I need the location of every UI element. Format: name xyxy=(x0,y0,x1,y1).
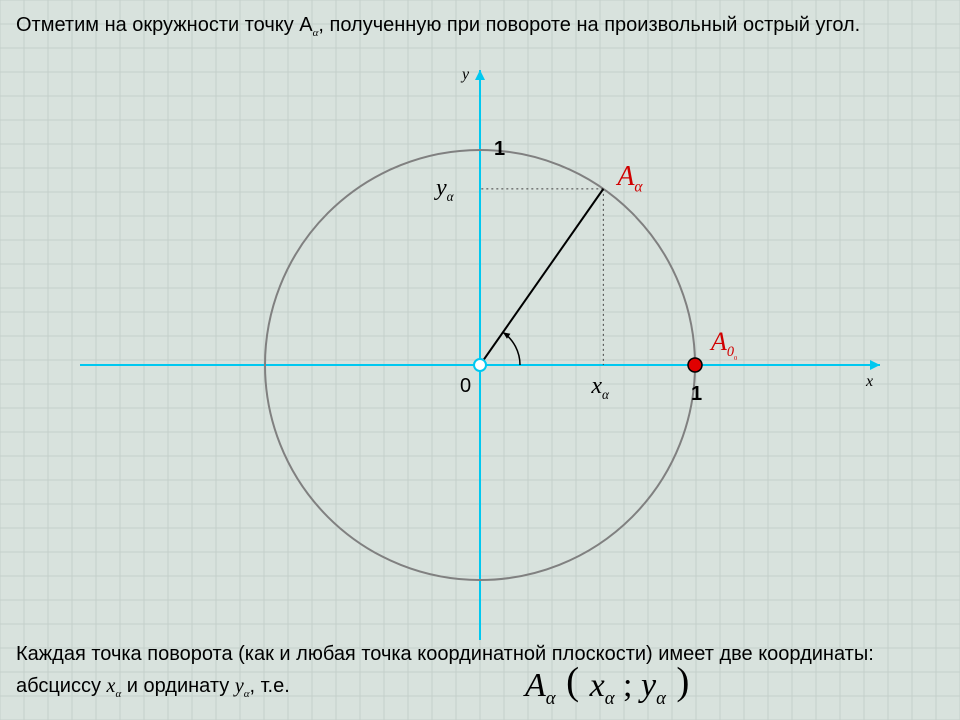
origin-label: 0 xyxy=(460,375,471,398)
point-A-zero-label: A00 xyxy=(711,327,737,362)
bottom-text-end: , т.е. xyxy=(249,675,289,697)
x-axis-label: x xyxy=(866,373,873,391)
unit-circle-diagram xyxy=(0,0,960,720)
coordinates-formula: Aα ( xα ; yα ) xyxy=(525,661,691,710)
x-alpha-label: xα xyxy=(591,373,609,403)
y-alpha-label: yα xyxy=(436,175,454,205)
description-bottom: Каждая точка поворота (как и любая точка… xyxy=(16,638,944,704)
y-axis-label: y xyxy=(462,66,469,84)
bottom-text-mid: и ординату xyxy=(121,675,235,697)
one-on-y-axis: 1 xyxy=(494,138,505,161)
page-root: Отметим на окружности точку Aα, полученн… xyxy=(0,0,960,720)
one-on-x-axis: 1 xyxy=(691,383,702,406)
point-A-alpha-label: Aα xyxy=(617,161,642,197)
